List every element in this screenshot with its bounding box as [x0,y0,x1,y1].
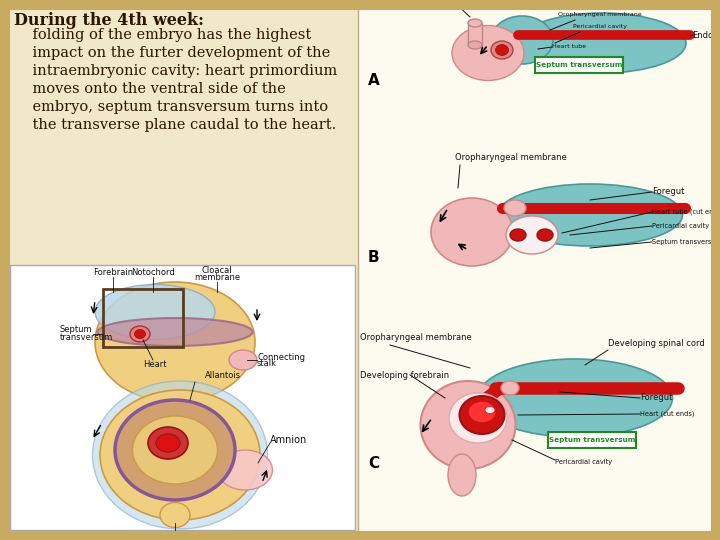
Text: stalk: stalk [257,360,277,368]
Text: Foregut: Foregut [640,394,672,402]
Bar [535,57,623,73]
Text: impact on the furter development of the: impact on the furter development of the [14,46,330,60]
Ellipse shape [477,359,672,437]
Text: Septum transversum: Septum transversum [652,239,720,245]
Text: intraembryonic cavity: heart primordium: intraembryonic cavity: heart primordium [14,64,337,78]
Text: A: A [368,73,379,88]
Ellipse shape [468,41,482,49]
Ellipse shape [452,25,524,80]
Text: Heart (cut ends): Heart (cut ends) [640,411,695,417]
Ellipse shape [510,229,526,241]
Ellipse shape [485,407,495,414]
Text: Oropharyngeal membrane: Oropharyngeal membrane [558,12,642,17]
Ellipse shape [135,329,145,339]
Text: Amnion: Amnion [270,435,307,445]
Bar [468,23,482,45]
Text: transversum: transversum [60,333,113,341]
Ellipse shape [448,454,476,496]
Text: Connecting: Connecting [257,353,305,361]
Text: Endoderm: Endoderm [692,30,720,39]
Ellipse shape [160,503,190,528]
Ellipse shape [468,401,496,423]
Text: B: B [368,250,379,265]
Text: Foregut: Foregut [652,187,685,197]
Ellipse shape [95,285,215,340]
Ellipse shape [537,229,553,241]
Ellipse shape [491,16,553,64]
Bar [548,432,636,448]
Text: the transverse plane caudal to the heart.: the transverse plane caudal to the heart… [14,118,336,132]
Ellipse shape [501,381,519,395]
Ellipse shape [229,350,257,370]
Bar [103,289,183,347]
Text: Heart tube (cut ends): Heart tube (cut ends) [652,209,720,215]
Text: Heart tube: Heart tube [552,44,586,50]
Ellipse shape [217,450,272,490]
Bar [10,265,355,530]
Ellipse shape [431,198,513,266]
Text: Pericardial cavity: Pericardial cavity [652,223,709,229]
Ellipse shape [156,434,180,452]
Ellipse shape [95,282,255,402]
Text: Pericardial cavity: Pericardial cavity [555,459,612,465]
Ellipse shape [468,19,482,27]
Ellipse shape [92,381,268,529]
Ellipse shape [115,400,235,500]
Text: Oropharyngeal membrane: Oropharyngeal membrane [455,153,567,162]
Text: Developing forebrain: Developing forebrain [360,370,449,380]
Text: moves onto the ventral side of the: moves onto the ventral side of the [14,82,286,96]
Text: embryo, septum transversum turns into: embryo, septum transversum turns into [14,100,328,114]
Text: folding of the embryo has the highest: folding of the embryo has the highest [14,28,311,42]
Text: Pericardial cavity: Pericardial cavity [573,24,627,29]
Text: Developing spinal cord: Developing spinal cord [608,339,705,348]
Text: Oropharyngeal membrane: Oropharyngeal membrane [360,333,472,342]
Ellipse shape [420,381,516,469]
Text: Umbilical cord: Umbilical cord [135,537,195,540]
Ellipse shape [504,200,526,216]
Ellipse shape [130,326,150,342]
Text: Cloacal: Cloacal [202,266,233,275]
Text: Notochord: Notochord [131,268,175,277]
Bar [358,8,712,532]
Ellipse shape [132,416,217,484]
Text: Amnion: Amnion [439,0,471,3]
Ellipse shape [97,318,253,346]
Text: Septum: Septum [60,326,93,334]
Text: membrane: membrane [194,273,240,282]
Text: Septum transversum: Septum transversum [549,437,635,443]
Ellipse shape [148,427,188,459]
Text: C: C [368,456,379,471]
Ellipse shape [495,44,508,56]
Ellipse shape [100,390,260,520]
Text: Allantois: Allantois [205,371,241,380]
Ellipse shape [449,393,507,443]
Text: Septum transversum: Septum transversum [536,62,622,68]
Ellipse shape [518,13,686,73]
Ellipse shape [459,396,505,434]
Ellipse shape [506,216,558,254]
Ellipse shape [491,41,513,59]
Text: Forebrain: Forebrain [93,268,133,277]
Ellipse shape [498,184,683,246]
Text: Heart: Heart [143,360,167,369]
Text: During the 4th week:: During the 4th week: [14,12,204,29]
